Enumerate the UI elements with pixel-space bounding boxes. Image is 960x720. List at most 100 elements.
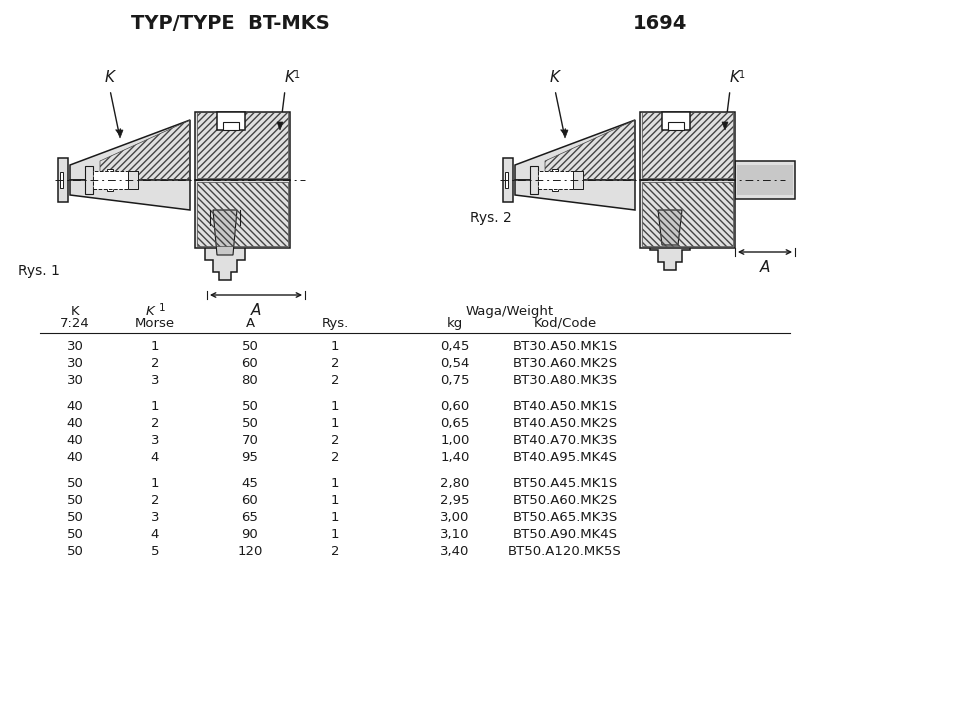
Text: 40: 40 <box>66 434 84 447</box>
Bar <box>223 122 239 130</box>
Text: TYP/TYPE  BT-MKS: TYP/TYPE BT-MKS <box>131 14 329 33</box>
Text: 3: 3 <box>151 434 159 447</box>
Text: K: K <box>146 305 155 318</box>
Bar <box>668 122 684 130</box>
Text: 60: 60 <box>242 494 258 507</box>
Text: A: A <box>251 303 261 318</box>
Polygon shape <box>70 120 190 180</box>
Text: 0,60: 0,60 <box>441 400 469 413</box>
Text: 2: 2 <box>331 545 339 558</box>
Text: 2: 2 <box>151 417 159 430</box>
Polygon shape <box>658 210 682 245</box>
Bar <box>107 169 113 191</box>
Text: 1: 1 <box>331 528 339 541</box>
Polygon shape <box>515 120 635 180</box>
Text: 2: 2 <box>151 494 159 507</box>
Text: 1: 1 <box>151 400 159 413</box>
Bar <box>217 112 245 130</box>
Text: 0,45: 0,45 <box>441 340 469 353</box>
Text: 2: 2 <box>331 451 339 464</box>
Bar <box>662 112 690 130</box>
Text: 0,65: 0,65 <box>441 417 469 430</box>
Polygon shape <box>650 210 690 270</box>
Text: K: K <box>285 70 295 85</box>
Text: 0,75: 0,75 <box>441 374 469 387</box>
Text: 50: 50 <box>66 494 84 507</box>
Text: K: K <box>105 70 115 85</box>
Bar <box>195 180 290 248</box>
Text: 120: 120 <box>237 545 263 558</box>
Text: Rys. 2: Rys. 2 <box>470 211 512 225</box>
Text: 50: 50 <box>66 545 84 558</box>
Text: K: K <box>71 305 80 318</box>
Text: 1,40: 1,40 <box>441 451 469 464</box>
Text: kg: kg <box>446 317 463 330</box>
Text: 50: 50 <box>242 400 258 413</box>
Text: 1: 1 <box>331 494 339 507</box>
Text: K: K <box>550 70 560 85</box>
Text: 0,54: 0,54 <box>441 357 469 370</box>
Text: 1: 1 <box>331 400 339 413</box>
Polygon shape <box>562 130 568 138</box>
Bar <box>505 172 508 188</box>
Text: 2,80: 2,80 <box>441 477 469 490</box>
Text: 3,40: 3,40 <box>441 545 469 558</box>
Text: A: A <box>759 260 770 275</box>
Text: 30: 30 <box>66 357 84 370</box>
Text: 7:24: 7:24 <box>60 317 90 330</box>
Text: 50: 50 <box>242 417 258 430</box>
Text: 40: 40 <box>66 417 84 430</box>
Text: 40: 40 <box>66 400 84 413</box>
Text: 2: 2 <box>151 357 159 370</box>
Text: Waga/Weight: Waga/Weight <box>466 305 554 318</box>
Text: 50: 50 <box>66 511 84 524</box>
Bar <box>642 182 733 246</box>
Text: 1,00: 1,00 <box>441 434 469 447</box>
Text: 1: 1 <box>331 477 339 490</box>
Polygon shape <box>213 210 237 255</box>
Text: 80: 80 <box>242 374 258 387</box>
Bar <box>58 158 68 202</box>
Bar <box>552 169 558 191</box>
Polygon shape <box>117 130 123 138</box>
Polygon shape <box>515 180 635 210</box>
Text: BT50.A60.MK2S: BT50.A60.MK2S <box>513 494 617 507</box>
Bar <box>640 180 735 248</box>
Text: BT30.A80.MK3S: BT30.A80.MK3S <box>513 374 617 387</box>
Bar <box>85 166 93 194</box>
Text: BT40.A50.MK1S: BT40.A50.MK1S <box>513 400 617 413</box>
Text: 95: 95 <box>242 451 258 464</box>
Text: BT40.A50.MK2S: BT40.A50.MK2S <box>513 417 617 430</box>
Text: 90: 90 <box>242 528 258 541</box>
Polygon shape <box>70 180 190 210</box>
Text: 2: 2 <box>331 357 339 370</box>
Text: 70: 70 <box>242 434 258 447</box>
Text: 1: 1 <box>151 340 159 353</box>
Text: K: K <box>730 70 740 85</box>
Text: BT50.A90.MK4S: BT50.A90.MK4S <box>513 528 617 541</box>
Polygon shape <box>205 210 245 280</box>
Text: BT30.A50.MK1S: BT30.A50.MK1S <box>513 340 617 353</box>
Bar <box>93 171 138 189</box>
Bar <box>197 112 288 178</box>
Text: BT50.A45.MK1S: BT50.A45.MK1S <box>513 477 617 490</box>
Bar <box>737 165 793 195</box>
Text: 50: 50 <box>242 340 258 353</box>
Text: Rys. 1: Rys. 1 <box>18 264 60 278</box>
Text: BT50.A65.MK3S: BT50.A65.MK3S <box>513 511 617 524</box>
Text: Kod/Code: Kod/Code <box>534 317 596 330</box>
Bar <box>530 166 538 194</box>
Bar <box>60 172 63 188</box>
Text: 50: 50 <box>66 477 84 490</box>
Bar <box>503 158 513 202</box>
Text: Morse: Morse <box>135 317 175 330</box>
Text: BT30.A60.MK2S: BT30.A60.MK2S <box>513 357 617 370</box>
Text: 1: 1 <box>331 511 339 524</box>
Bar <box>195 112 290 180</box>
Text: 3,10: 3,10 <box>441 528 469 541</box>
Text: 1: 1 <box>331 340 339 353</box>
Text: BT50.A120.MK5S: BT50.A120.MK5S <box>508 545 622 558</box>
Text: 65: 65 <box>242 511 258 524</box>
Text: 4: 4 <box>151 451 159 464</box>
Text: 2: 2 <box>331 374 339 387</box>
